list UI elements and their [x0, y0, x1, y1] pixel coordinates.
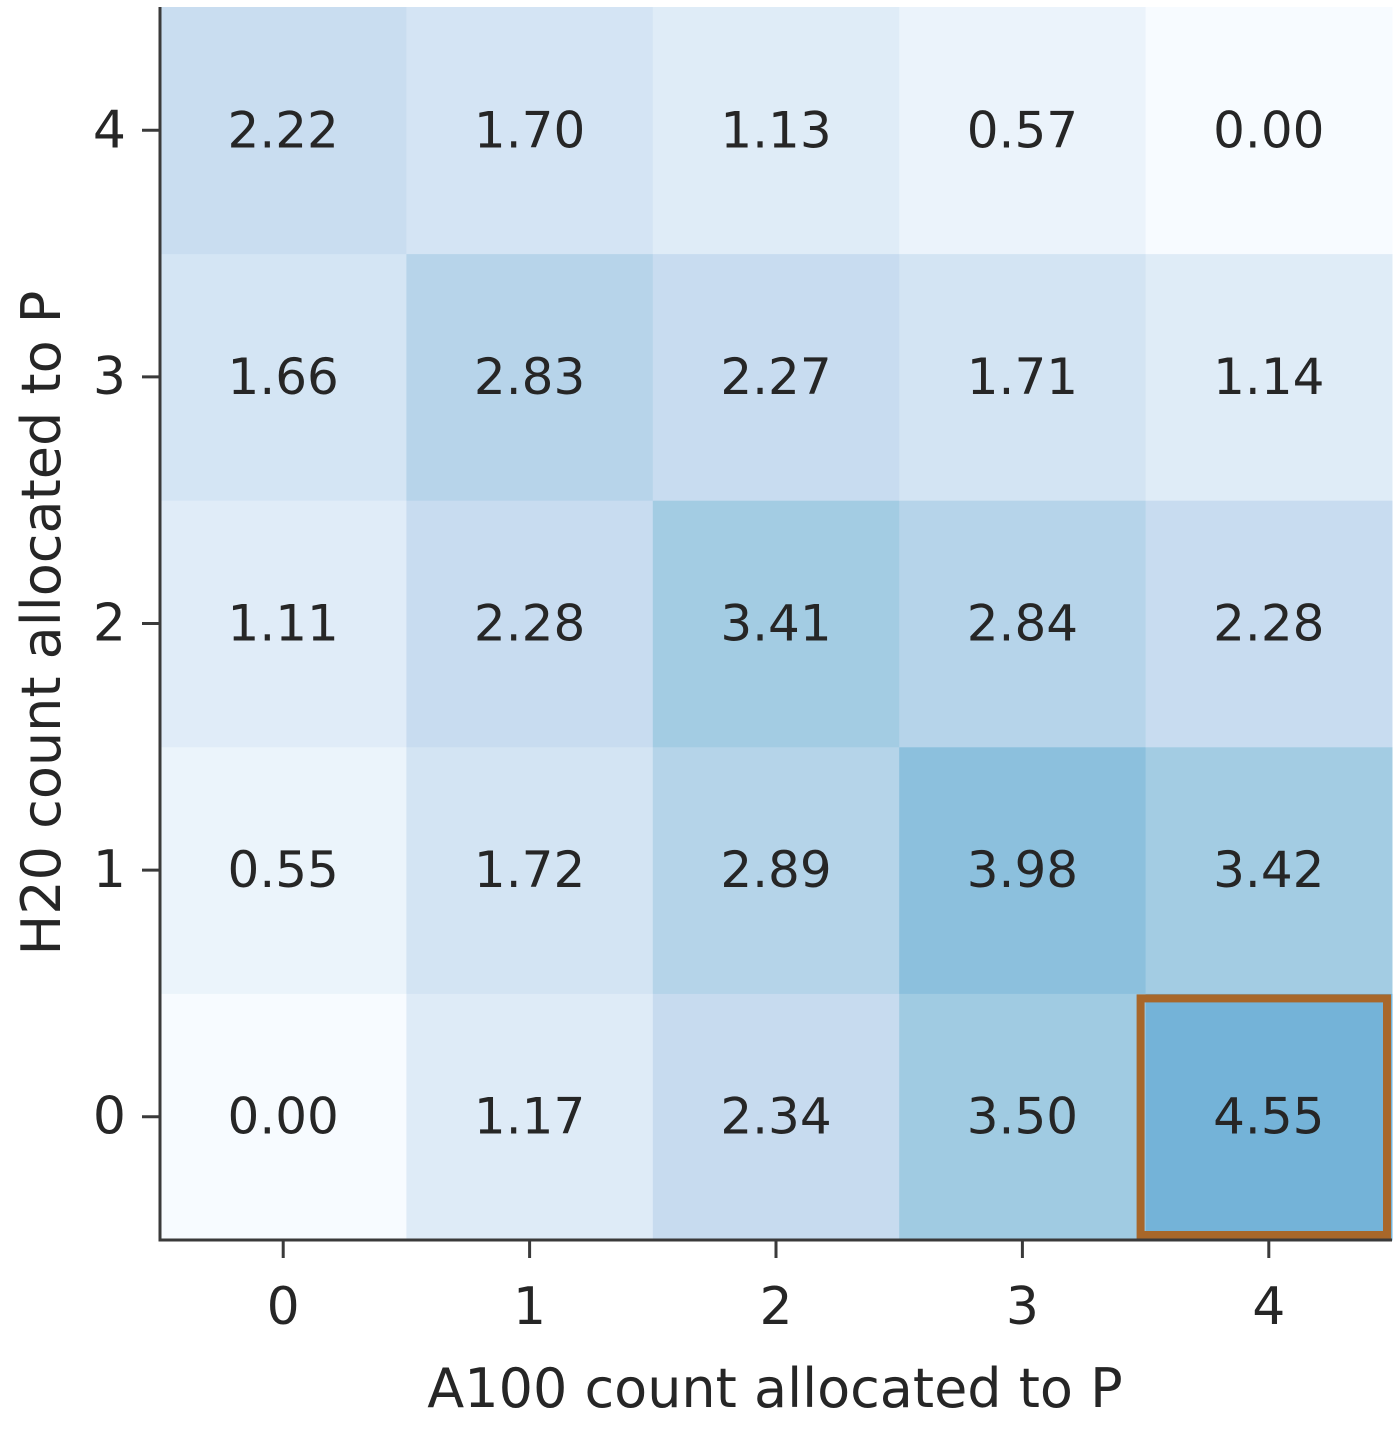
- heatmap-cell-y4-x3: [899, 7, 1147, 255]
- heatmap-cell-y3-x4: [1145, 253, 1393, 501]
- x-tick-label-3: 3: [1006, 1277, 1039, 1337]
- cell-value-label-y2-x0: 1.11: [228, 595, 339, 653]
- cell-value-label-y3-x1: 2.83: [474, 348, 585, 406]
- heatmap-cell-y2-x0: [160, 500, 407, 748]
- cell-value-label-y4-x4: 0.00: [1213, 101, 1324, 159]
- x-tick-label-0: 0: [267, 1277, 300, 1337]
- heatmap-cells: [160, 7, 1393, 1241]
- cell-value-label-y4-x2: 1.13: [720, 101, 831, 159]
- cell-value-label-y0-x4: 4.55: [1213, 1088, 1324, 1146]
- heatmap-cell-y0-x3: [899, 993, 1147, 1241]
- heatmap-cell-y0-x4: [1145, 993, 1393, 1241]
- highlight-layer: [1136, 994, 1391, 1240]
- cell-value-label-y0-x3: 3.50: [967, 1088, 1078, 1146]
- cell-value-label-y3-x3: 1.71: [967, 348, 1078, 406]
- heatmap-cell-y1-x3: [899, 746, 1147, 994]
- heatmap-cell-y4-x1: [406, 7, 654, 255]
- cell-value-label-y2-x2: 3.41: [720, 595, 831, 653]
- highlight-box: [1136, 994, 1391, 1240]
- cell-value-label-y3-x0: 1.66: [228, 348, 339, 406]
- x-tick-label-2: 2: [759, 1277, 792, 1337]
- heatmap-cell-y2-x1: [406, 500, 654, 748]
- cell-value-label-y1-x4: 3.42: [1213, 841, 1324, 899]
- x-tick-label-1: 1: [513, 1277, 546, 1337]
- y-axis-ticks: 0 1 2 3 4: [93, 100, 160, 1147]
- cell-value-label-y0-x2: 2.34: [720, 1088, 831, 1146]
- cell-value-label-y2-x1: 2.28: [474, 595, 585, 653]
- x-axis-label: A100 count allocated to P: [427, 1357, 1122, 1420]
- heatmap-cell-y2-x2: [652, 500, 900, 748]
- heatmap-cell-y0-x0: [160, 993, 407, 1241]
- cell-value-label-y3-x2: 2.27: [720, 348, 831, 406]
- heatmap-cell-y3-x0: [160, 253, 407, 501]
- cell-value-label-y1-x1: 1.72: [474, 841, 585, 899]
- y-tick-label-4: 4: [93, 100, 126, 160]
- cell-value-label-y2-x4: 2.28: [1213, 595, 1324, 653]
- heatmap-cell-y1-x2: [652, 746, 900, 994]
- cell-value-label-y4-x3: 0.57: [967, 101, 1078, 159]
- cell-value-label-y2-x3: 2.84: [967, 595, 1078, 653]
- y-tick-label-3: 3: [93, 347, 126, 407]
- heatmap-cell-y2-x4: [1145, 500, 1393, 748]
- y-tick-label-2: 2: [93, 594, 126, 654]
- heatmap-cell-y0-x2: [652, 993, 900, 1241]
- heatmap-cell-labels: 0.00 1.17 2.34 3.50 4.55 0.55 1.72 2.89 3.98 3.42…: [228, 101, 1325, 1145]
- heatmap-cell-y1-x1: [406, 746, 654, 994]
- heatmap-cell-y3-x2: [652, 253, 900, 501]
- heatmap-cell-y3-x1: [406, 253, 654, 501]
- heatmap-cell-y1-x0: [160, 746, 407, 994]
- cell-value-label-y4-x0: 2.22: [228, 101, 339, 159]
- y-tick-label-1: 1: [93, 840, 126, 900]
- heatmap-cell-y4-x0: [160, 7, 407, 255]
- cell-value-label-y1-x3: 3.98: [967, 841, 1078, 899]
- x-tick-label-4: 4: [1252, 1277, 1285, 1337]
- heatmap-cell-y2-x3: [899, 500, 1147, 748]
- heatmap-cell-y4-x4: [1145, 7, 1393, 255]
- y-axis-label: H20 count allocated to P: [10, 291, 73, 956]
- y-tick-label-0: 0: [93, 1087, 126, 1147]
- heatmap-cell-y0-x1: [406, 993, 654, 1241]
- heatmap-cell-y1-x4: [1145, 746, 1393, 994]
- cell-value-label-y4-x1: 1.70: [474, 101, 585, 159]
- cell-value-label-y3-x4: 1.14: [1213, 348, 1324, 406]
- cell-value-label-y1-x2: 2.89: [720, 841, 831, 899]
- heatmap-cell-y4-x2: [652, 7, 900, 255]
- heatmap-cell-y3-x3: [899, 253, 1147, 501]
- cell-value-label-y1-x0: 0.55: [228, 841, 339, 899]
- cell-value-label-y0-x1: 1.17: [474, 1088, 585, 1146]
- x-axis-ticks: 0 1 2 3 4: [267, 1240, 1285, 1337]
- cell-value-label-y0-x0: 0.00: [228, 1088, 339, 1146]
